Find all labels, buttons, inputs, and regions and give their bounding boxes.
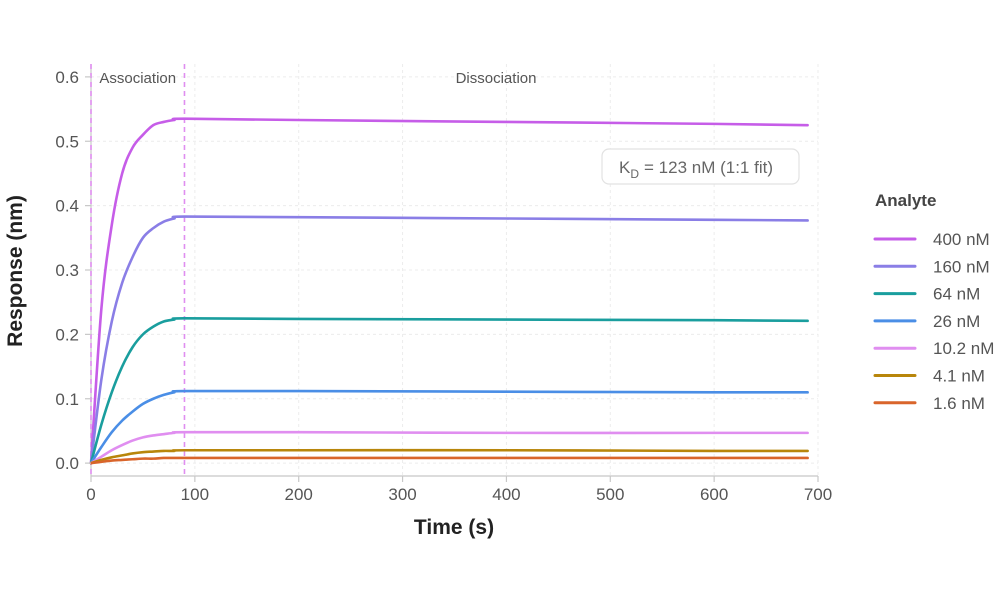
series-line-5 <box>89 448 809 465</box>
legend-label-0: 400 nM <box>933 230 990 249</box>
legend-label-5: 4.1 nM <box>933 367 985 386</box>
legend-label-1: 160 nM <box>933 257 990 276</box>
legend-label-6: 1.6 nM <box>933 394 985 413</box>
kd-annotation: KD = 123 nM (1:1 fit) <box>601 148 800 185</box>
legend-label-3: 26 nM <box>933 312 980 331</box>
grid <box>90 64 819 476</box>
x-tick-label-5: 500 <box>596 485 624 504</box>
phase-label-association: Association <box>99 70 176 87</box>
x-tick-label-0: 0 <box>86 485 95 504</box>
y-tick-label-3: 0.3 <box>55 261 79 280</box>
legend-title: Analyte <box>875 191 936 210</box>
series-line-3 <box>89 389 809 465</box>
series-line-4 <box>89 430 809 465</box>
kd-k: K <box>619 158 631 177</box>
legend-label-2: 64 nM <box>933 285 980 304</box>
phase-markers <box>90 64 186 476</box>
y-tick-label-1: 0.1 <box>55 390 79 409</box>
y-axis-title: Response (nm) <box>4 195 27 347</box>
y-tick-label-6: 0.6 <box>55 68 79 87</box>
kd-annotation-text: KD = 123 nM (1:1 fit) <box>619 158 773 181</box>
kd-subscript: D <box>630 167 639 181</box>
y-tick-label-4: 0.4 <box>55 197 79 216</box>
kd-value: = 123 nM (1:1 fit) <box>644 158 773 177</box>
kd-annotation-box <box>601 148 800 185</box>
phase-label-dissociation: Dissociation <box>456 70 537 87</box>
series-line-6 <box>89 456 809 465</box>
legend: Analyte 400 nM 160 nM 64 nM 26 nM 10.2 nM 4.1… <box>873 191 994 413</box>
x-tick-label-6: 600 <box>700 485 728 504</box>
tick-labels: 0 100 200 300 400 500 600 700 0.0 0.1 0.2 0.3 0.4 0.5… <box>55 68 832 504</box>
x-axis-title: Time (s) <box>414 516 494 539</box>
y-tick-label-0: 0.0 <box>55 454 79 473</box>
series-line-2 <box>89 316 809 465</box>
series-line-0 <box>89 117 809 465</box>
series-group <box>89 117 809 465</box>
x-tick-label-7: 700 <box>804 485 832 504</box>
x-tick-label-4: 400 <box>492 485 520 504</box>
x-tick-label-1: 100 <box>181 485 209 504</box>
x-tick-label-2: 200 <box>285 485 313 504</box>
y-tick-label-2: 0.2 <box>55 325 79 344</box>
legend-label-4: 10.2 nM <box>933 339 994 358</box>
x-tick-label-3: 300 <box>388 485 416 504</box>
series-line-1 <box>89 215 809 465</box>
y-tick-label-5: 0.5 <box>55 132 79 151</box>
